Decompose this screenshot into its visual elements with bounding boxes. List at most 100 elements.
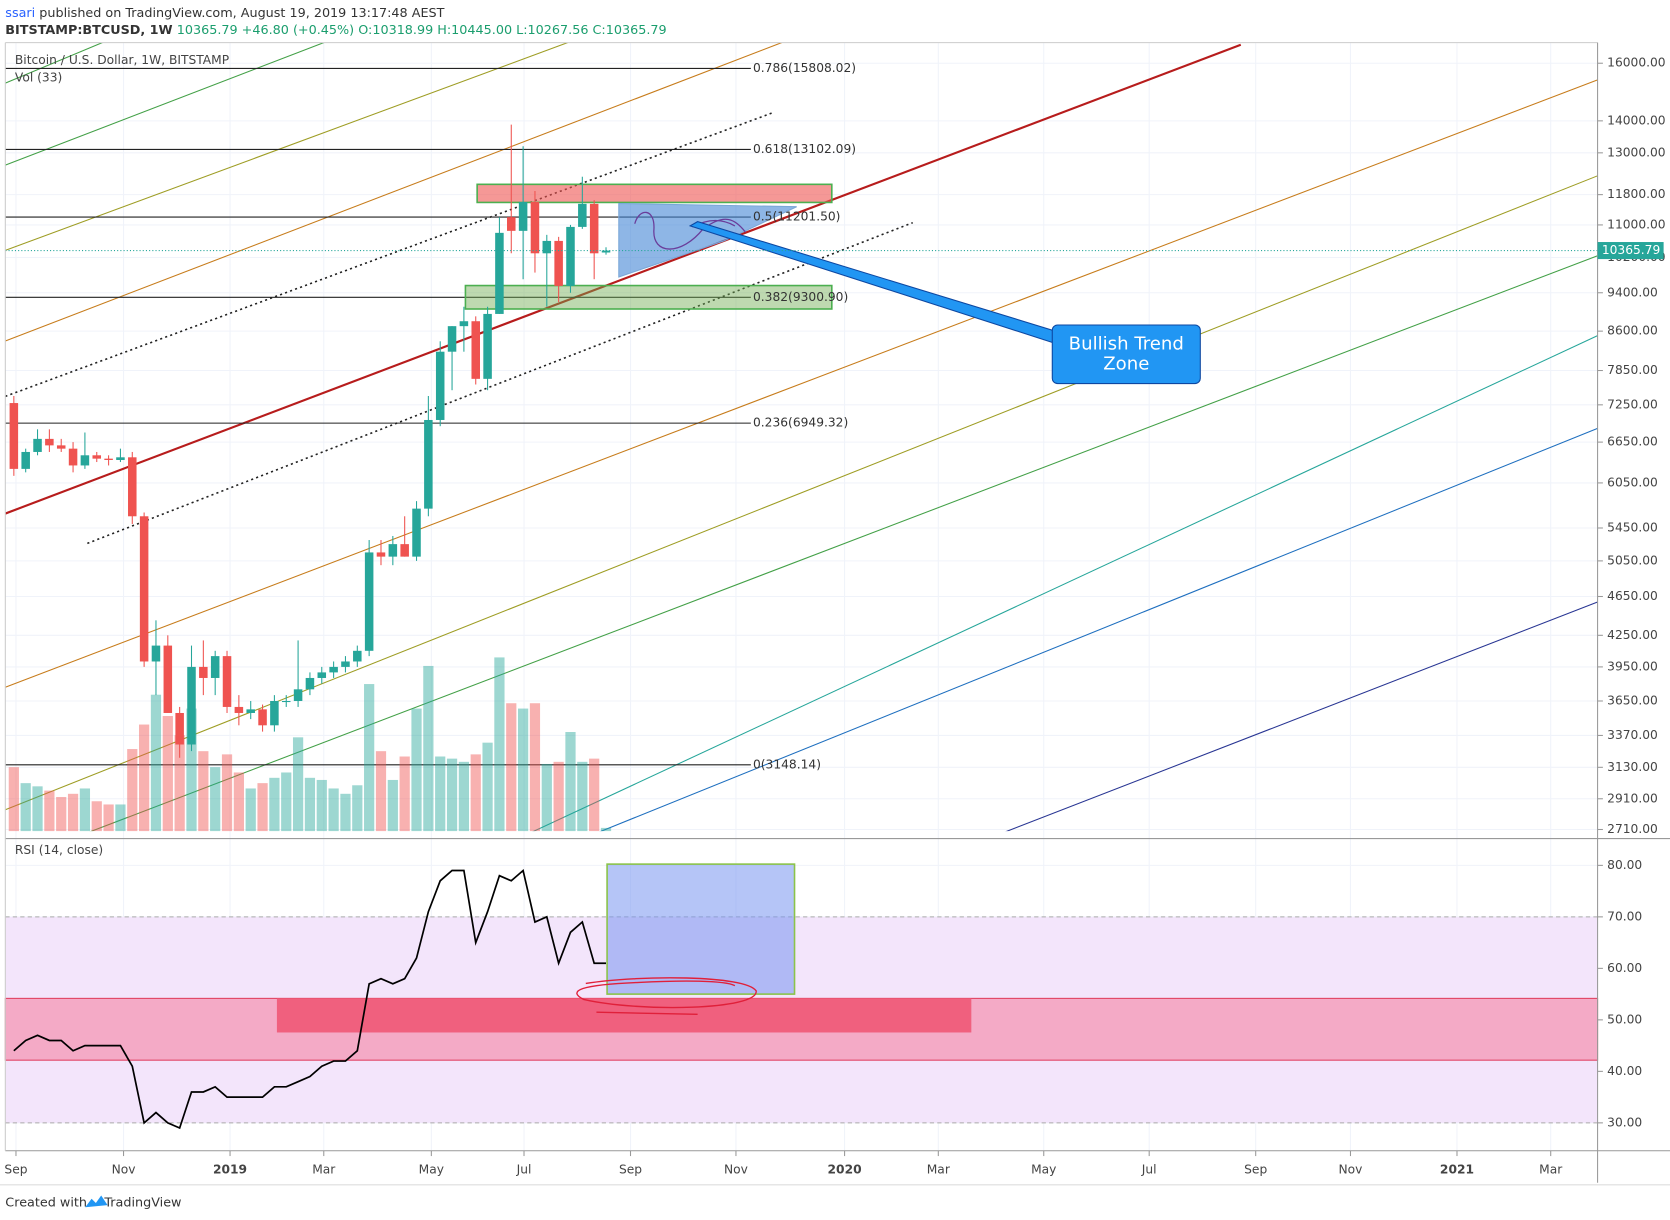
candle-body	[388, 544, 398, 557]
volume-bar	[423, 665, 434, 832]
volume-bar	[600, 827, 612, 832]
candle-body	[495, 232, 504, 314]
candle-body	[187, 666, 196, 745]
footer-brand[interactable]: TradingView	[103, 1195, 181, 1210]
candle-body	[281, 700, 291, 703]
volume-bar	[44, 790, 55, 832]
candle-body	[447, 326, 457, 352]
candle-body	[317, 672, 327, 678]
volume-bar	[8, 767, 19, 832]
x-tick-label: Sep	[619, 1162, 642, 1176]
candle-body	[68, 448, 78, 466]
volume-bar	[79, 788, 91, 832]
volume-bar	[565, 732, 576, 832]
candle-body	[139, 516, 149, 662]
rsi-target-box	[606, 863, 796, 995]
candle-body	[33, 438, 42, 452]
drawings	[4, 42, 1599, 1124]
callout-text-box: Bullish Trend Zone	[1069, 334, 1184, 374]
candle-body	[341, 661, 350, 667]
x-tick-label: Sep	[1244, 1162, 1267, 1176]
candle-body	[9, 403, 19, 469]
dotted-channel	[87, 221, 914, 545]
footer-created: Created with	[5, 1195, 87, 1210]
volume-bar	[115, 804, 126, 832]
last-price-tag	[1597, 242, 1664, 260]
x-tick-label: 2020	[828, 1162, 862, 1176]
chart-title: Bitcoin / U.S. Dollar, 1W, BITSTAMP	[15, 53, 229, 67]
volume-bar	[364, 684, 375, 832]
candle-body	[92, 455, 102, 459]
support-box	[464, 284, 833, 310]
candle-body	[471, 321, 480, 379]
candle-body	[483, 313, 492, 379]
support-zone-core	[276, 998, 972, 1033]
candle-body	[353, 650, 362, 662]
candle-body	[151, 645, 161, 662]
volume-bar	[541, 763, 552, 832]
candle-body	[364, 552, 374, 651]
volume-bar	[221, 754, 233, 832]
candle-body	[578, 203, 587, 227]
candle-body	[400, 544, 409, 557]
volume-bar	[304, 777, 316, 832]
volume-bar	[529, 703, 541, 832]
volume-bar	[233, 772, 244, 832]
candle-body	[163, 645, 173, 713]
volume-bar	[91, 801, 102, 832]
candle-body	[435, 351, 445, 420]
y-tick-label: 8600.00	[1607, 324, 1658, 338]
y-tick-label: 6650.00	[1607, 435, 1658, 449]
x-tick-label: May	[1031, 1162, 1056, 1176]
y-tick-label: 3370.00	[1607, 728, 1658, 742]
callout-box	[1051, 324, 1201, 385]
candle-body	[293, 689, 303, 701]
volume-bar	[210, 767, 221, 832]
volume-bar	[458, 761, 470, 832]
fib-label: 0.5(11201.50)	[753, 210, 840, 224]
fib-label: 0.236(6949.32)	[753, 416, 848, 430]
volume-bar	[67, 793, 79, 832]
fib-label: 0.382(9300.90)	[753, 290, 848, 304]
x-tick-label: Mar	[927, 1162, 951, 1176]
volume-bar	[316, 779, 327, 832]
volume-bar	[399, 756, 410, 832]
y-tick-label: 2710.00	[1607, 822, 1658, 836]
volume-bar	[482, 742, 493, 832]
volume-bar	[139, 724, 150, 832]
candle-body	[566, 226, 575, 286]
y-tick-label: 2910.00	[1607, 791, 1658, 805]
candle-body	[128, 457, 137, 517]
volume-bar	[32, 786, 43, 832]
volume-bar	[517, 708, 529, 832]
candle-body	[80, 455, 90, 466]
volume-bar	[198, 751, 209, 832]
volume-bar	[257, 783, 268, 832]
fib-label: 0.618(13102.09)	[753, 142, 856, 156]
y-tick-label: 7850.00	[1607, 363, 1658, 377]
published: published on TradingView.com, August 19,…	[39, 5, 444, 20]
fib-label: 0(3148.14)	[753, 757, 821, 771]
candle-body	[56, 445, 66, 449]
candle-body	[601, 250, 611, 253]
volume-bar	[506, 703, 517, 832]
y-tick-label: 5450.00	[1607, 520, 1658, 534]
x-tick-label: Nov	[724, 1162, 748, 1176]
hand-circle	[576, 977, 757, 1016]
candle-body	[234, 706, 244, 713]
y-tick-label: 5050.00	[1607, 553, 1658, 567]
volume-bar	[340, 793, 351, 832]
volume-bar	[589, 758, 600, 832]
volume-bar	[127, 749, 138, 832]
volume-bar	[174, 735, 185, 832]
y-tick-label: 4650.00	[1607, 589, 1658, 603]
candle-body	[518, 202, 528, 231]
y-tick-label: 60.00	[1607, 961, 1642, 975]
candle-body	[589, 203, 599, 254]
y-tick-label: 13000.00	[1607, 145, 1665, 159]
candle-body	[175, 712, 184, 745]
publisher[interactable]: ssari	[5, 5, 35, 20]
trend-line	[5, 43, 1242, 515]
